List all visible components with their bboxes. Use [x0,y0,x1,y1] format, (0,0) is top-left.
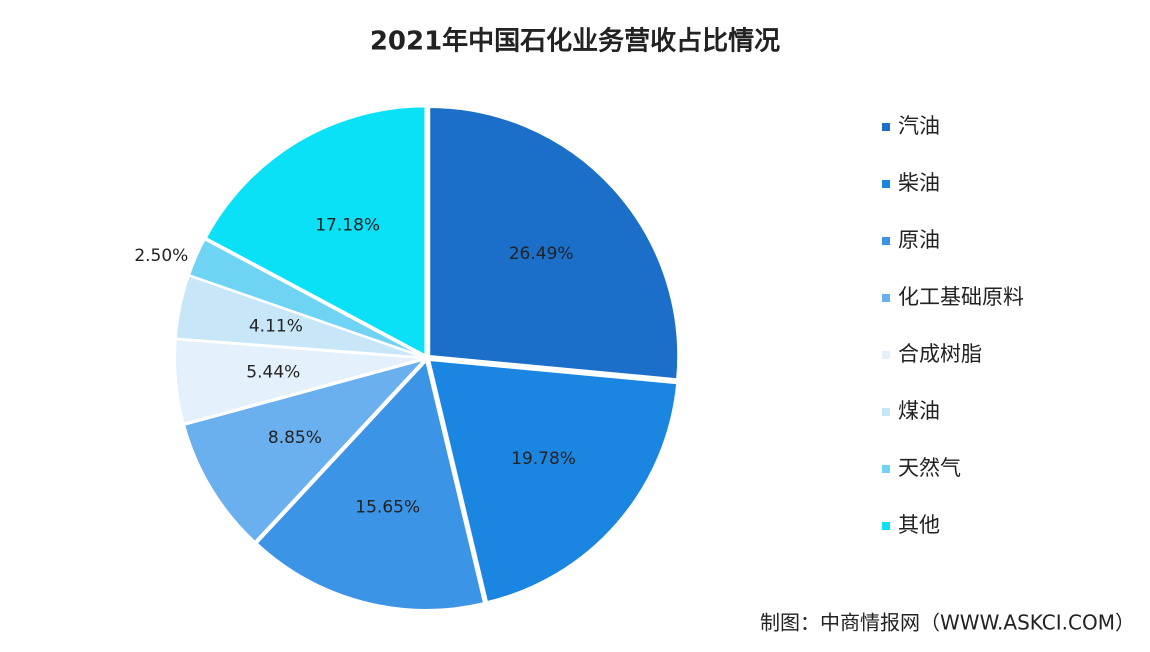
chart-title: 2021年中国石化业务营收占比情况 [370,26,780,57]
legend-label: 化工基础原料 [898,285,1024,309]
pie-slice [428,105,680,381]
legend-swatch [882,294,890,302]
data-label: 19.78% [511,449,576,469]
legend-label: 合成树脂 [898,342,982,366]
legend-label: 原油 [898,228,940,252]
legend-label: 柴油 [898,171,940,195]
legend-swatch [882,408,890,416]
pie-slice [187,237,425,358]
data-label: 26.49% [509,244,574,264]
data-label: 17.18% [315,216,380,236]
data-label: 5.44% [246,363,300,383]
legend-swatch [882,522,890,530]
data-label: 4.11% [249,317,303,337]
legend-label: 汽油 [898,114,940,138]
legend-label: 天然气 [898,456,961,480]
legend-swatch [882,180,890,188]
legend-swatch [882,465,890,473]
pie-slice [255,358,486,611]
data-label: 8.85% [268,428,322,448]
legend-label: 煤油 [898,399,940,423]
legend-label: 其他 [898,513,940,537]
data-label: 15.65% [355,497,420,517]
legend-swatch [882,351,890,359]
data-label: 2.50% [134,246,188,266]
legend-swatch [882,237,890,245]
pie-slice [204,105,427,358]
legend-swatch [882,123,890,131]
pie-slice [427,358,679,604]
source: 制图：中商情报网（WWW.ASKCI.COM） [760,611,1135,635]
pie-slice [182,357,428,544]
